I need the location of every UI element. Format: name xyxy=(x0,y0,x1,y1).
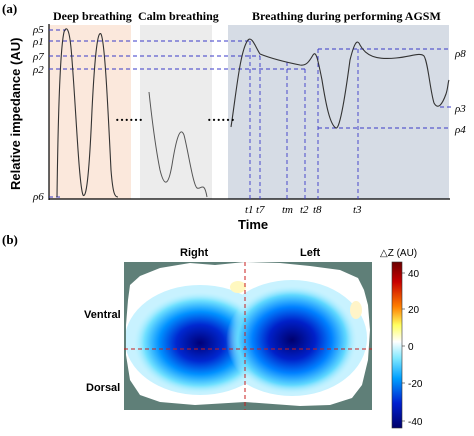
colorbar-title: △Z (AU) xyxy=(380,248,417,259)
agsm-signal xyxy=(230,38,450,129)
rho8-label: ρ8 xyxy=(454,48,466,60)
dorsal-label: Dorsal xyxy=(86,382,120,394)
panel-a: (a) Deep breathing Calm breathing Breath… xyxy=(2,1,466,232)
colorbar-tick-neg20: -20 xyxy=(408,379,423,390)
reference-lines xyxy=(49,29,451,199)
panel-a-label: (a) xyxy=(2,1,17,16)
t1-label: t1 xyxy=(245,204,254,216)
ventral-label: Ventral xyxy=(84,309,121,321)
rho2-label: ρ2 xyxy=(32,64,44,76)
colorbar-tick-0: 0 xyxy=(408,342,414,353)
ellipsis-1: …… xyxy=(115,110,143,125)
deep-breathing-signal xyxy=(56,28,119,198)
agsm-region xyxy=(228,25,449,199)
rho3-label: ρ3 xyxy=(454,103,466,115)
rho6-label: ρ6 xyxy=(32,191,44,203)
deep-breathing-title: Deep breathing xyxy=(53,9,132,23)
x-axis-label: Time xyxy=(238,217,268,232)
right-label: Right xyxy=(180,247,208,259)
panel-b: (b) Right Left Ventral Dorsal △Z (AU) xyxy=(2,232,423,429)
colorbar-tick-20: 20 xyxy=(408,305,420,316)
t3-label: t3 xyxy=(353,204,362,216)
t8-label: t8 xyxy=(313,204,322,216)
colorbar-tick-40: 40 xyxy=(408,269,420,280)
tm-label: tm xyxy=(282,204,293,216)
y-axis-label: Relative impedance (AU) xyxy=(8,38,23,190)
colorbar-tick-neg40: -40 xyxy=(408,417,423,428)
rho5-label: ρ5 xyxy=(32,24,44,36)
left-label: Left xyxy=(300,247,321,259)
calm-breathing-title: Calm breathing xyxy=(138,9,219,23)
t7-label: t7 xyxy=(256,204,265,216)
ellipsis-2: …… xyxy=(207,110,235,125)
rho7-label: ρ7 xyxy=(32,51,44,63)
deep-breathing-region xyxy=(49,25,131,199)
rho1-label: ρ1 xyxy=(32,36,44,48)
calm-breathing-signal xyxy=(148,91,208,198)
t2-label: t2 xyxy=(300,204,309,216)
panel-b-label: (b) xyxy=(2,232,18,247)
calm-breathing-region xyxy=(140,25,212,199)
eit-image xyxy=(126,262,370,406)
colorbar xyxy=(391,261,403,429)
left-lung-region xyxy=(226,285,358,395)
agsm-title: Breathing during performing AGSM xyxy=(252,9,441,23)
rho4-label: ρ4 xyxy=(454,124,466,136)
